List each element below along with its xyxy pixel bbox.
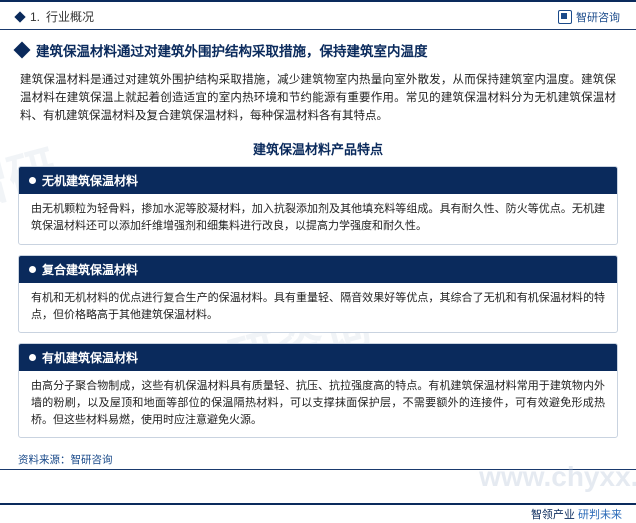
diamond-icon (14, 42, 31, 59)
card-header: 有机建筑保温材料 (19, 344, 617, 371)
card-body: 由无机颗粒为轻骨料，掺加水泥等胶凝材料，加入抗裂添加剂及其他填充料等组成。具有耐… (19, 194, 617, 243)
card-body: 由高分子聚合物制成，这些有机保温材料具有质量轻、抗压、抗拉强度高的特点。有机建筑… (19, 371, 617, 437)
card-header: 无机建筑保温材料 (19, 167, 617, 194)
header-bar: 1. 行业概况 智研咨询 (0, 2, 636, 30)
brand-block: 智研咨询 (558, 9, 620, 25)
section-label: 1. 行业概况 (16, 8, 94, 25)
title-row: 建筑保温材料通过对建筑外围护结构采取措施，保持建筑室内温度 (0, 30, 636, 66)
card-title: 有机建筑保温材料 (42, 349, 138, 366)
card-title: 无机建筑保温材料 (42, 172, 138, 189)
feature-card: 复合建筑保温材料 有机和无机材料的优点进行复合生产的保温材料。具有重量轻、隔音效… (18, 255, 618, 333)
card-header: 复合建筑保温材料 (19, 256, 617, 283)
subheading: 建筑保温材料产品特点 (0, 133, 636, 166)
page-title: 建筑保温材料通过对建筑外围护结构采取措施，保持建筑室内温度 (36, 40, 428, 60)
brand-name: 智研咨询 (576, 9, 620, 25)
bullet-icon (29, 177, 36, 184)
footer-right: 研判未来 (578, 506, 622, 522)
feature-card: 有机建筑保温材料 由高分子聚合物制成，这些有机保温材料具有质量轻、抗压、抗拉强度… (18, 343, 618, 438)
footer-left: 智领产业 (531, 506, 575, 522)
source-row: 资料来源：智研咨询 (0, 448, 636, 470)
footer-bar: 智领产业 研判未来 (0, 503, 636, 523)
source-label: 资料来源： (18, 454, 71, 466)
bullet-icon (29, 354, 36, 361)
feature-card: 无机建筑保温材料 由无机颗粒为轻骨料，掺加水泥等胶凝材料，加入抗裂添加剂及其他填… (18, 166, 618, 244)
card-title: 复合建筑保温材料 (42, 261, 138, 278)
page-container: 智研 智研咨询 www.chyxx.com 1. 行业概况 智研咨询 建筑保温材… (0, 0, 636, 523)
section-title: 行业概况 (46, 8, 94, 25)
bullet-icon (29, 266, 36, 273)
source-value: 智研咨询 (71, 454, 113, 466)
section-number: 1. (30, 10, 40, 24)
card-body: 有机和无机材料的优点进行复合生产的保温材料。具有重量轻、隔音效果好等优点，其综合… (19, 283, 617, 332)
brand-logo-icon (558, 10, 572, 24)
diamond-icon (14, 11, 25, 22)
intro-paragraph: 建筑保温材料是通过对建筑外围护结构采取措施，减少建筑物室内热量向室外散发，从而保… (0, 66, 636, 133)
